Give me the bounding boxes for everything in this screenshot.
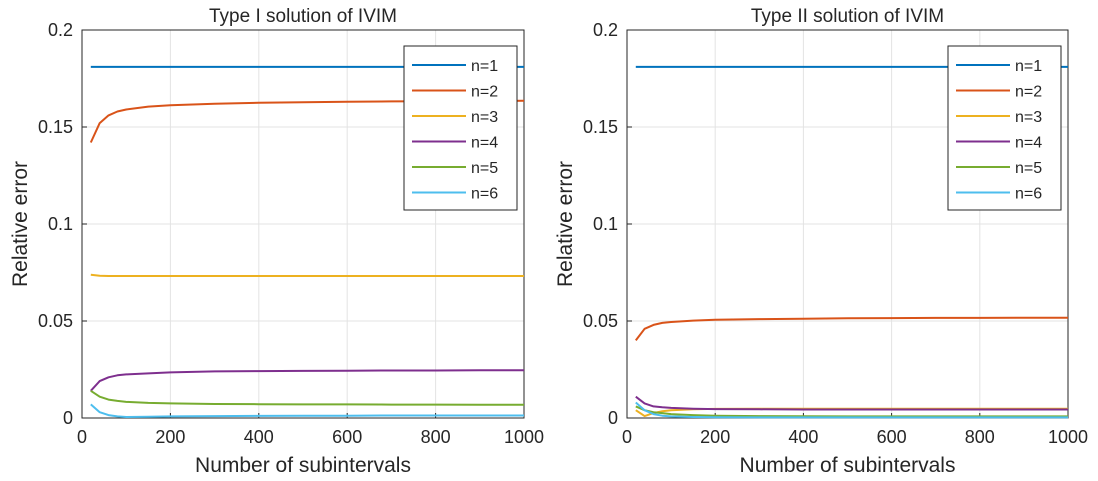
x-tick-label: 800 <box>965 427 995 447</box>
legend-label: n=3 <box>471 109 498 126</box>
legend-label: n=6 <box>471 186 498 203</box>
x-tick-label: 400 <box>788 427 818 447</box>
legend-label: n=2 <box>1015 84 1042 101</box>
series-line-n=6 <box>90 403 524 418</box>
series-line-n=4 <box>90 369 524 392</box>
x-tick-label: 1000 <box>1048 427 1088 447</box>
legend-box <box>947 45 1062 211</box>
series-line-n=3 <box>90 273 524 277</box>
chart-type-2: 0 200 400 600 800 1000 0 0.05 0.1 0.15 0.2 Type II … <box>554 6 1088 477</box>
y-axis-label: Relative error <box>554 161 577 287</box>
y-tick-label: 0.2 <box>593 20 618 40</box>
x-tick-label: 200 <box>155 427 185 447</box>
y-tick-label: 0 <box>63 408 73 428</box>
y-tick-label: 0 <box>608 408 618 428</box>
x-tick-label: 600 <box>877 427 907 447</box>
legend: n=1 n=2 n=3 n=4 n=5 n=6 <box>403 45 518 211</box>
legend-label: n=5 <box>471 160 498 177</box>
y-tick-label: 0.05 <box>38 311 73 331</box>
legend-label: n=4 <box>471 135 498 152</box>
y-tick-label: 0.1 <box>593 214 618 234</box>
x-axis-label: Number of subintervals <box>195 454 411 477</box>
x-tick-label: 200 <box>700 427 730 447</box>
y-tick-label: 0.2 <box>48 20 73 40</box>
series-line-n=2 <box>635 316 1068 342</box>
x-tick-label: 400 <box>244 427 274 447</box>
y-tick-label: 0.15 <box>583 117 618 137</box>
series-line-n=4 <box>635 395 1068 411</box>
y-axis-label: Relative error <box>9 161 32 287</box>
chart-type-1: 0 200 400 600 800 1000 0 0.05 0.1 0.15 0.2 Type I s… <box>9 6 544 477</box>
legend-label: n=5 <box>1015 160 1042 177</box>
series-line-n=5 <box>90 389 524 406</box>
chart-title: Type II solution of IVIM <box>751 6 944 27</box>
x-tick-label: 1000 <box>504 427 544 447</box>
y-tick-label: 0.1 <box>48 214 73 234</box>
legend-label: n=3 <box>1015 109 1042 126</box>
legend-box <box>403 45 518 211</box>
legend: n=1 n=2 n=3 n=4 n=5 n=6 <box>947 45 1062 211</box>
legend-label: n=1 <box>1015 58 1042 75</box>
x-axis-label: Number of subintervals <box>740 454 956 477</box>
legend-label: n=4 <box>1015 135 1042 152</box>
legend-label: n=2 <box>471 84 498 101</box>
y-tick-label: 0.15 <box>38 117 73 137</box>
x-tick-label: 0 <box>77 427 87 447</box>
legend-label: n=1 <box>471 58 498 75</box>
y-tick-label: 0.05 <box>583 311 618 331</box>
x-tick-label: 800 <box>421 427 451 447</box>
legend-label: n=6 <box>1015 186 1042 203</box>
x-tick-label: 0 <box>622 427 632 447</box>
series-line-n=6 <box>635 401 1068 419</box>
x-tick-label: 600 <box>332 427 362 447</box>
chart-title: Type I solution of IVIM <box>209 6 397 27</box>
